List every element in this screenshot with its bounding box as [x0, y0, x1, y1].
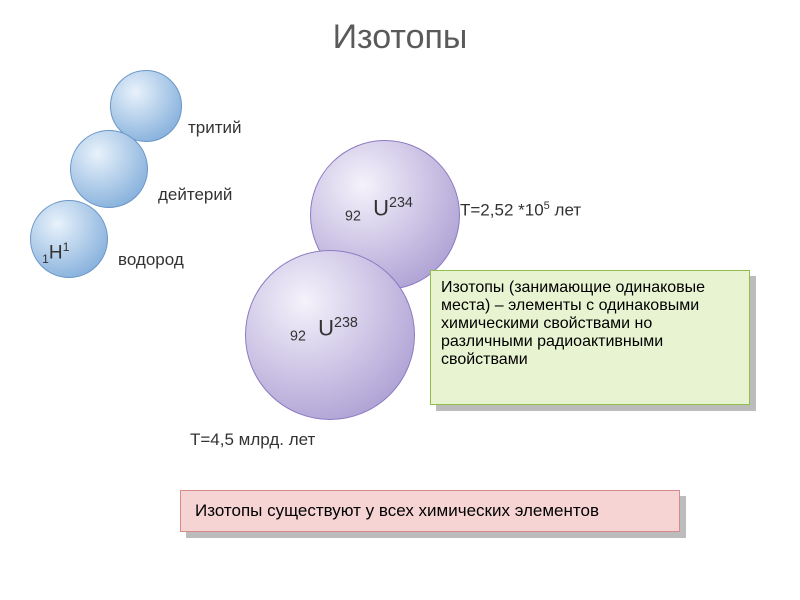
definition-text: Изотопы (занимающие одинаковые места) – … — [441, 279, 705, 368]
hydrogen-deuterium-sphere — [70, 130, 148, 208]
u238-halflife: T=4,5 млрд. лет — [190, 430, 315, 450]
fact-text: Изотопы существуют у всех химических эле… — [195, 501, 599, 521]
hydrogen-protium-sphere — [30, 200, 108, 278]
page-title: Изотопы — [0, 18, 800, 57]
u234-halflife: T=2,52 *105 лет — [460, 200, 581, 221]
deuterium-label: дейтерий — [158, 185, 232, 205]
hydrogen-symbol: 1H1 — [42, 240, 69, 266]
tritium-label: тритий — [188, 118, 242, 138]
definition-box: Изотопы (занимающие одинаковые места) – … — [430, 270, 750, 405]
fact-box: Изотопы существуют у всех химических эле… — [180, 490, 680, 532]
hydrogen-label: водород — [118, 250, 184, 270]
u234-symbol: 92 U234 — [345, 195, 413, 225]
u238-symbol: 92 U238 — [290, 315, 358, 345]
